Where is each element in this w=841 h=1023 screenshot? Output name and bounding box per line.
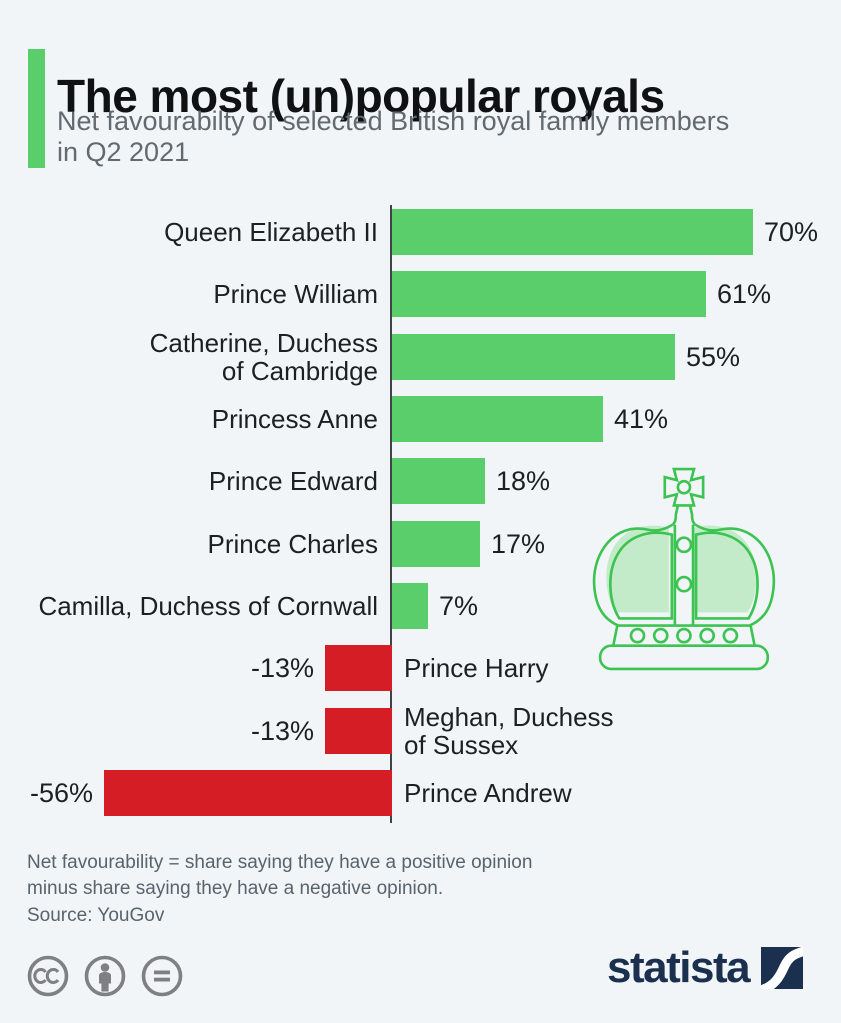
bar-positive <box>392 396 603 442</box>
bar-negative <box>104 770 392 816</box>
bar-positive <box>392 458 485 504</box>
title-accent-bar <box>28 49 45 168</box>
value-label: 17% <box>491 529 546 559</box>
bar-negative <box>325 645 392 691</box>
crown-icon <box>592 467 776 671</box>
bar-positive <box>392 334 675 380</box>
value-label: -56% <box>29 778 93 808</box>
category-label: Meghan, Duchess of Sussex <box>404 702 614 760</box>
statista-logo-text: statista <box>607 943 751 992</box>
cc-icon[interactable] <box>26 954 70 998</box>
footnote: Net favourability = share saying they ha… <box>27 852 533 899</box>
bar-positive <box>392 271 706 317</box>
no-derivatives-icon[interactable] <box>140 954 184 998</box>
y-axis-line <box>390 205 392 823</box>
license-icons <box>26 954 184 998</box>
value-label: 7% <box>439 591 479 621</box>
category-label: Prince Edward <box>208 466 378 496</box>
value-label: 61% <box>717 279 772 309</box>
value-label: -13% <box>250 653 314 683</box>
category-label: Prince Andrew <box>404 778 572 808</box>
page-title: The most (un)popular royals <box>57 69 665 122</box>
value-label: 18% <box>496 466 551 496</box>
value-label: 41% <box>614 404 669 434</box>
chart-subtitle: Net favourabilty of selected British roy… <box>57 106 730 167</box>
value-label: -13% <box>250 716 314 746</box>
category-label: Queen Elizabeth II <box>164 217 378 247</box>
value-label: 55% <box>686 342 741 372</box>
attribution-icon[interactable] <box>83 954 127 998</box>
category-label: Prince Charles <box>207 529 378 559</box>
statista-logo-mark <box>761 947 804 989</box>
statista-logo[interactable]: statista <box>607 943 804 992</box>
category-label: Princess Anne <box>211 404 378 434</box>
source-label: Source: YouGov <box>27 905 165 926</box>
value-label: 70% <box>764 217 819 247</box>
bar-positive <box>392 209 753 255</box>
bar-negative <box>325 708 392 754</box>
category-label: Catherine, Duchess of Cambridge <box>149 328 378 386</box>
category-label: Camilla, Duchess of Cornwall <box>38 591 378 621</box>
bar-positive <box>392 521 480 567</box>
bar-positive <box>392 583 428 629</box>
category-label: Prince William <box>213 279 378 309</box>
category-label: Prince Harry <box>404 653 549 683</box>
